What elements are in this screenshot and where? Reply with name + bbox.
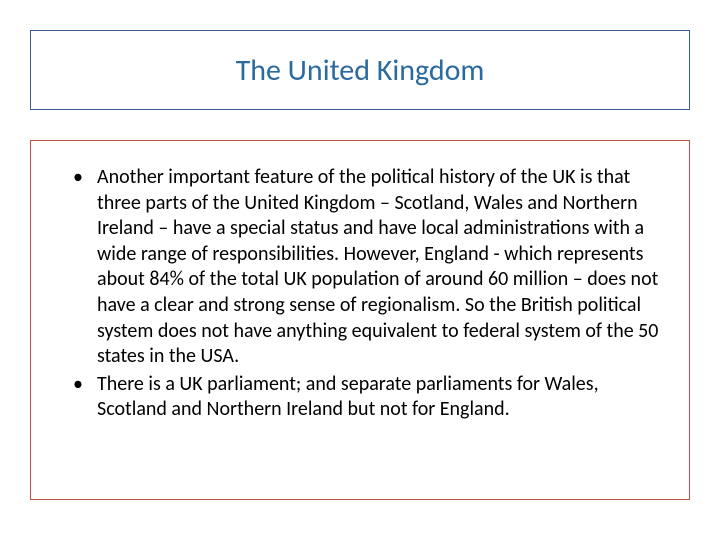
bullet-list: Another important feature of the politic…: [69, 165, 659, 423]
title-container: The United Kingdom: [30, 30, 690, 110]
list-item: There is a UK parliament; and separate p…: [69, 372, 659, 423]
list-item: Another important feature of the politic…: [69, 165, 659, 370]
slide-title: The United Kingdom: [236, 52, 485, 89]
body-container: Another important feature of the politic…: [30, 140, 690, 500]
